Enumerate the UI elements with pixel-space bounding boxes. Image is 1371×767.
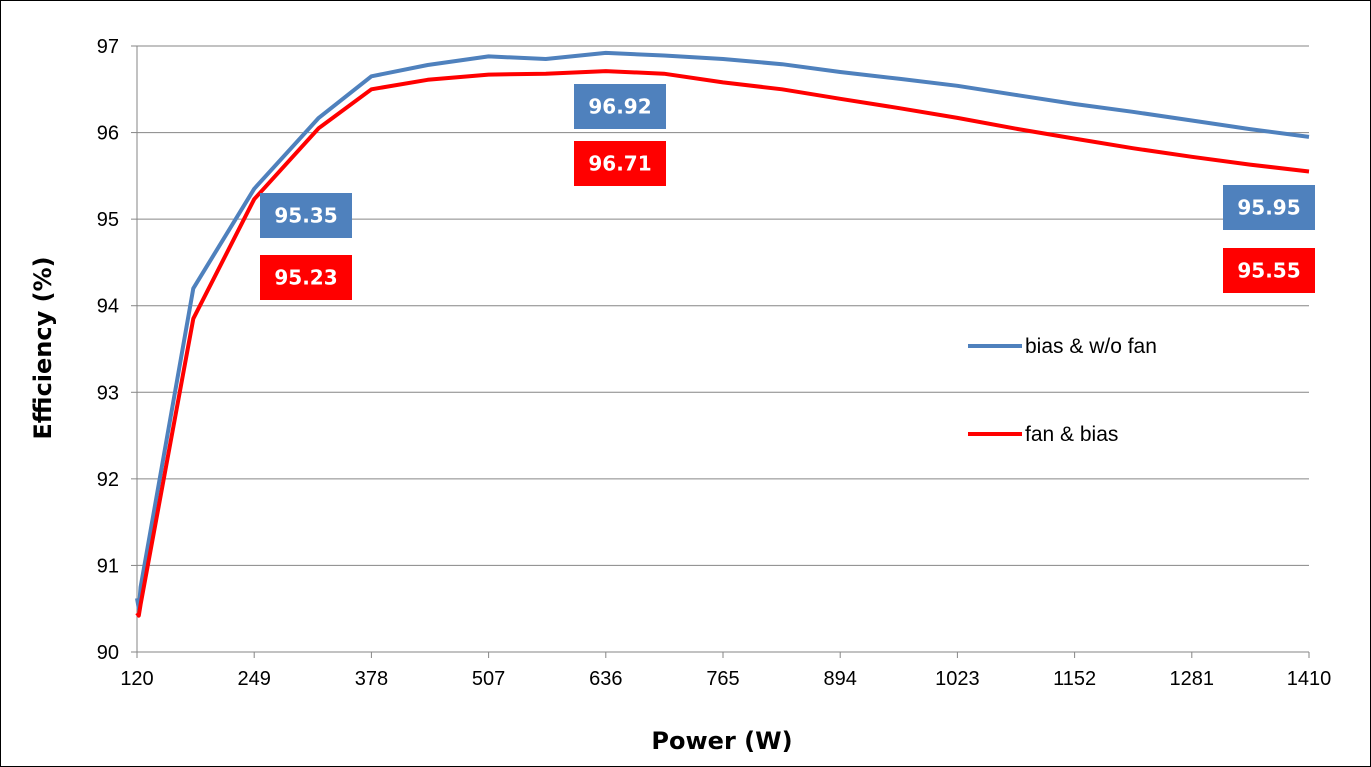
x-tick-label: 120: [120, 668, 153, 690]
data-label-text: 95.55: [1237, 259, 1300, 283]
data-label-text: 95.95: [1237, 196, 1300, 220]
data-label-text: 95.35: [274, 204, 337, 228]
data-label: 95.35: [260, 193, 352, 238]
x-tick-label: 636: [589, 668, 622, 690]
data-series: [135, 50, 1310, 618]
x-tick-label: 1410: [1287, 668, 1332, 690]
data-label-box: [574, 141, 666, 186]
data-label-text: 96.71: [588, 152, 651, 176]
y-tick-label: 96: [97, 123, 119, 145]
data-label-text: 95.23: [274, 266, 337, 290]
data-label: 95.23: [260, 255, 352, 300]
x-axis-title: Power (W): [651, 727, 792, 755]
x-tick-label: 894: [824, 668, 857, 690]
data-label-text: 96.92: [588, 95, 651, 119]
legend-label-fan-bias: fan & bias: [1025, 423, 1118, 446]
x-tick-label: 1152: [1053, 668, 1096, 690]
data-label: 95.95: [1223, 185, 1315, 230]
x-tick-label: 249: [238, 668, 271, 690]
y-axis-title: Efficiency (%): [29, 256, 57, 439]
y-tick-label: 93: [97, 382, 119, 404]
data-label-box: [260, 255, 352, 300]
legend-label-bias-wo-fan: bias & w/o fan: [1025, 335, 1157, 358]
data-label-box: [574, 84, 666, 129]
data-label-box: [1223, 248, 1315, 293]
x-tick-label: 765: [706, 668, 739, 690]
y-tick-label: 94: [97, 296, 119, 318]
y-tick-label: 91: [97, 555, 119, 577]
data-label-box: [1223, 185, 1315, 230]
x-tick-label: 378: [355, 668, 388, 690]
y-tick-label: 90: [97, 642, 119, 664]
data-label-box: [260, 193, 352, 238]
y-axis-ticks: 90 91 92 93 94 95 96 97: [97, 36, 137, 664]
y-tick-label: 95: [97, 209, 119, 231]
data-labels: 95.35 95.23 96.92 96.71 95.95 95.55: [260, 84, 1315, 300]
legend: bias & w/o fan fan & bias: [968, 335, 1157, 446]
x-axis-ticks: 120 249 378 507 636 765 894 1023 1152 1281 1410: [120, 652, 1331, 690]
x-tick-label: 507: [472, 668, 505, 690]
y-tick-label: 97: [97, 36, 119, 58]
series-line-0: [135, 50, 1310, 611]
x-tick-label: 1281: [1170, 668, 1215, 690]
series-line-1: [135, 69, 1310, 618]
data-label: 96.92: [574, 84, 666, 129]
y-tick-label: 92: [97, 469, 119, 491]
data-label: 95.55: [1223, 248, 1315, 293]
data-label: 96.71: [574, 141, 666, 186]
x-tick-label: 1023: [935, 668, 980, 690]
